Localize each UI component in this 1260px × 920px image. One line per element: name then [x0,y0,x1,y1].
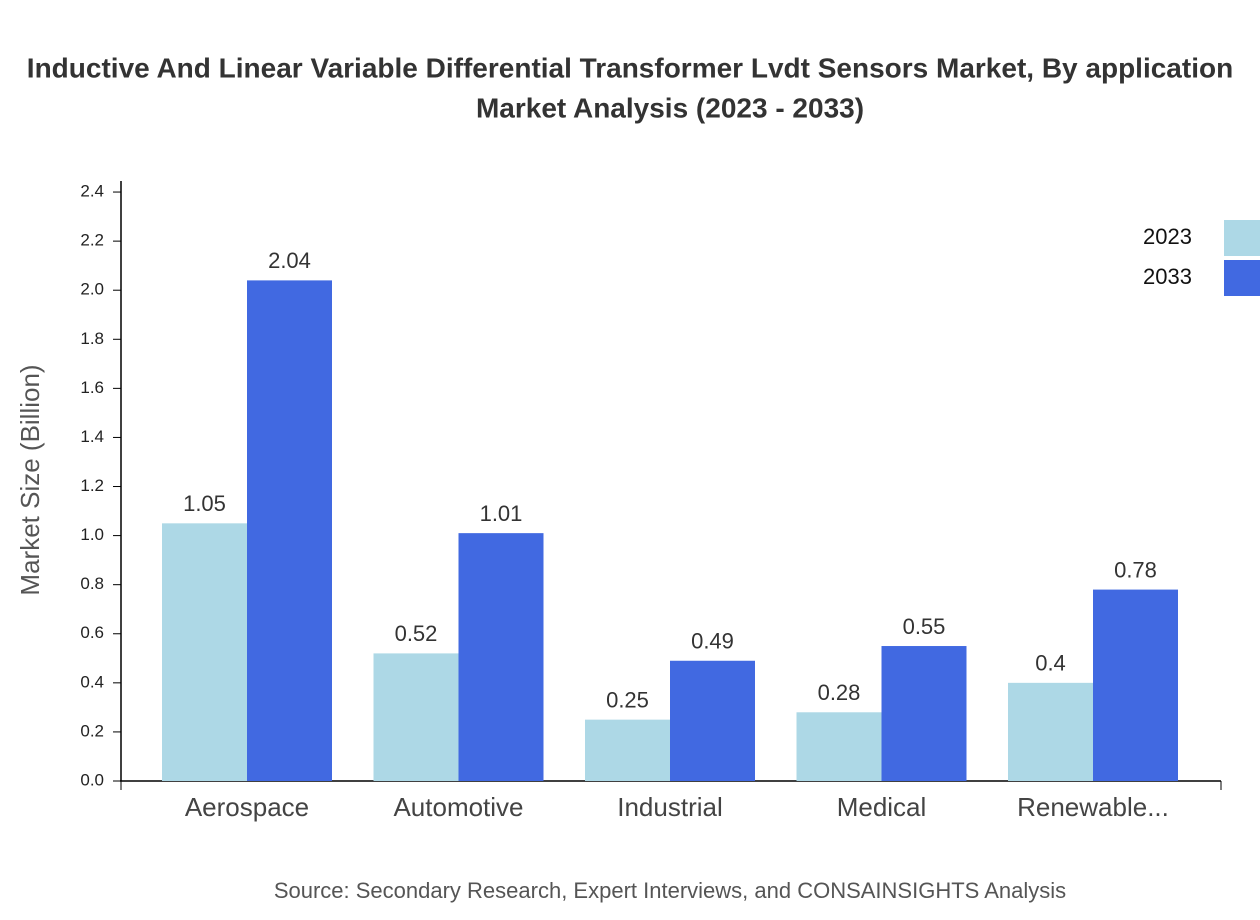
value-label: 0.78 [1114,557,1157,582]
legend-swatch [1224,260,1260,296]
value-label: 0.28 [818,680,861,705]
bar [1093,589,1178,781]
chart-title: Inductive And Linear Variable Differenti… [27,52,1233,83]
bar [162,523,247,781]
y-tick-label: 0.2 [80,721,104,740]
x-tick-label: Industrial [617,792,723,822]
bar [881,646,967,781]
y-tick-label: 2.0 [80,280,104,299]
x-tick-label: Aerospace [185,792,309,822]
y-axis-label: Market Size (Billion) [15,364,45,595]
legend-label: 2023 [1143,224,1192,249]
y-tick-label: 0.0 [80,770,104,789]
y-tick-label: 0.4 [80,672,104,691]
y-tick-label: 1.0 [80,525,104,544]
value-label: 2.04 [268,248,311,273]
y-tick-label: 1.8 [80,329,104,348]
value-label: 0.49 [691,629,734,654]
chart-title: Market Analysis (2023 - 2033) [476,92,864,123]
value-label: 0.25 [606,687,649,712]
y-tick-label: 0.8 [80,574,104,593]
value-label: 1.05 [183,491,226,516]
value-label: 0.52 [395,621,438,646]
bar [247,280,332,781]
x-tick-label: Medical [837,792,927,822]
value-label: 1.01 [480,501,523,526]
bar [585,719,670,781]
bar [373,653,459,781]
bar [796,712,882,781]
y-tick-label: 1.2 [80,476,104,495]
x-tick-label: Automotive [393,792,523,822]
value-label: 0.55 [903,614,946,639]
y-tick-label: 1.6 [80,378,104,397]
y-tick-label: 0.6 [80,623,104,642]
legend-swatch [1224,220,1260,256]
bar [1008,682,1093,781]
y-tick-label: 2.4 [80,182,104,201]
legend-label: 2033 [1143,264,1192,289]
bar [458,533,544,781]
value-label: 0.4 [1035,651,1066,676]
x-tick-label: Renewable... [1017,792,1169,822]
bar [670,660,755,781]
y-tick-label: 2.2 [80,231,104,250]
source-note: Source: Secondary Research, Expert Inter… [274,878,1066,903]
y-tick-label: 1.4 [80,427,104,446]
